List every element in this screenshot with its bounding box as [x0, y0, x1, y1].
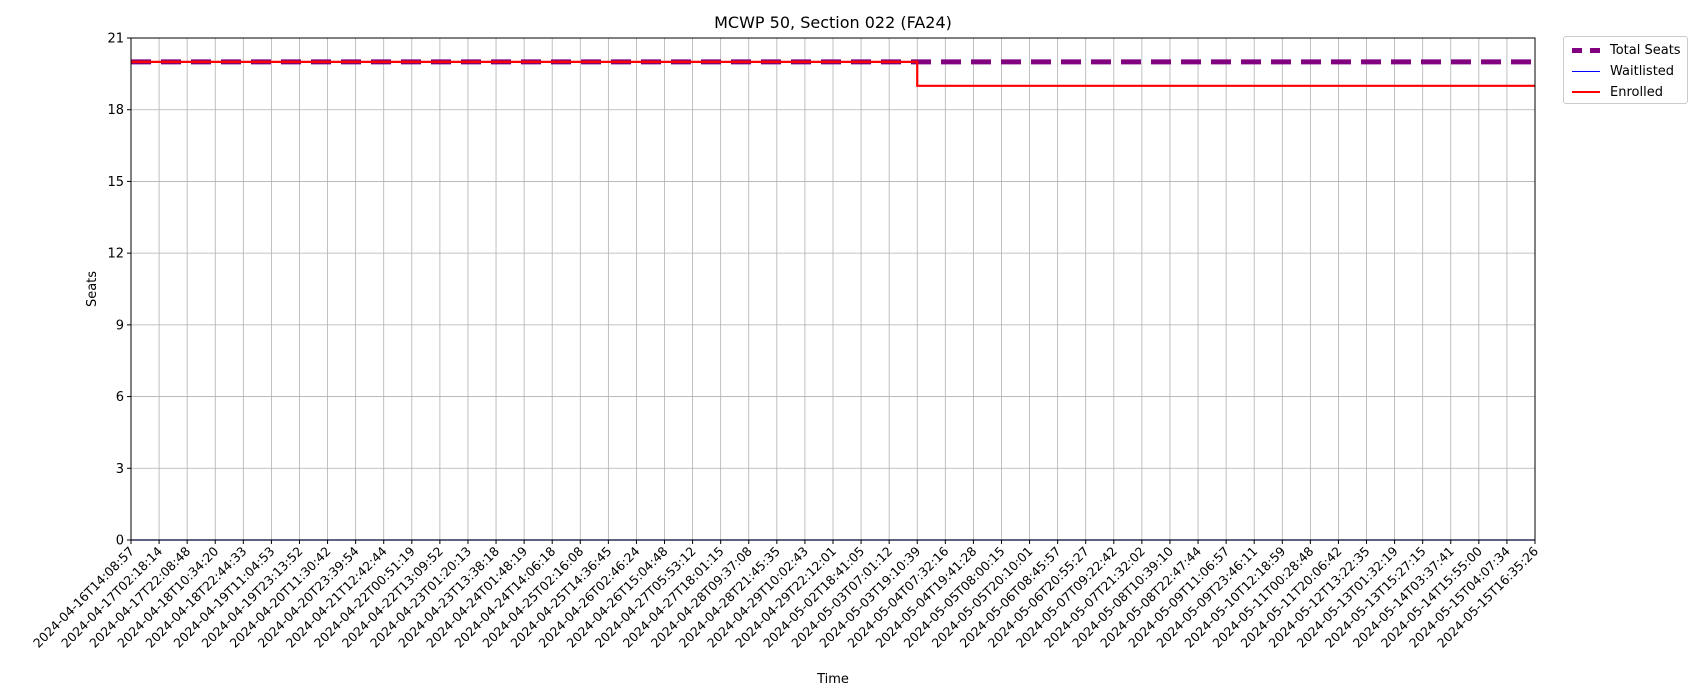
chart-legend: Total Seats Waitlisted Enrolled	[1563, 36, 1688, 104]
y-tick-label: 18	[107, 103, 124, 118]
legend-label-waitlisted: Waitlisted	[1610, 63, 1675, 79]
x-axis-label: Time	[816, 672, 849, 687]
legend-label-total-seats: Total Seats	[1610, 42, 1681, 58]
y-tick-label: 3	[116, 462, 124, 477]
legend-item-total-seats: Total Seats	[1572, 41, 1681, 59]
legend-swatch-waitlisted	[1572, 70, 1600, 72]
y-tick-label: 9	[116, 318, 124, 333]
chart-title: MCWP 50, Section 022 (FA24)	[714, 13, 952, 32]
y-axis-ticks: 0 3 6 9 12 15 18 21	[107, 32, 131, 549]
legend-label-enrolled: Enrolled	[1610, 84, 1663, 100]
y-tick-label: 6	[116, 390, 124, 405]
y-tick-label: 15	[107, 175, 124, 190]
y-tick-label: 0	[116, 534, 124, 549]
legend-item-enrolled: Enrolled	[1572, 83, 1663, 101]
y-tick-label: 21	[107, 32, 124, 47]
grid-lines	[130, 37, 1536, 541]
y-tick-label: 12	[107, 247, 124, 262]
y-axis-label: Seats	[85, 271, 100, 307]
legend-swatch-enrolled	[1572, 91, 1600, 93]
legend-item-waitlisted: Waitlisted	[1572, 62, 1674, 80]
series-line-enrolled	[131, 60, 1535, 87]
legend-swatch-total-seats	[1572, 47, 1600, 53]
